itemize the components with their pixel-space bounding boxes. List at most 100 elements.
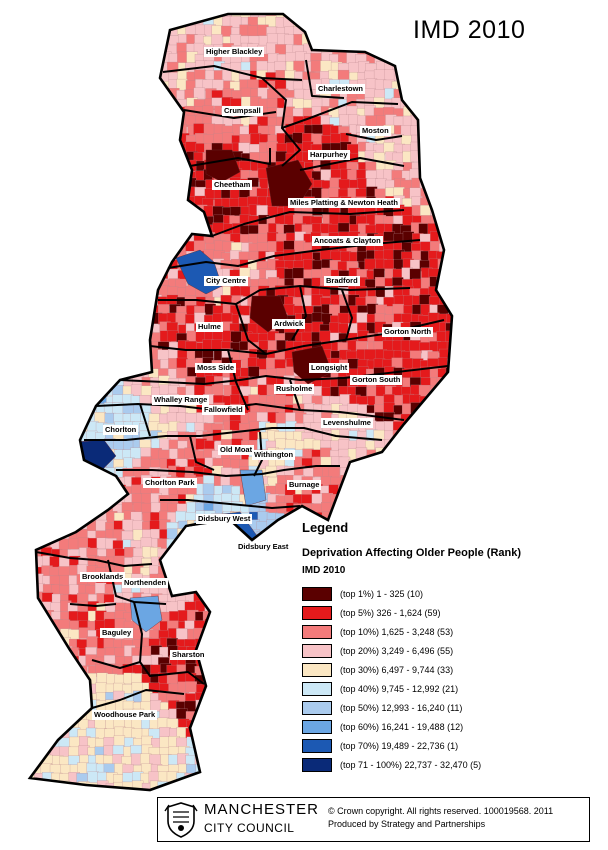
lsoa-area xyxy=(60,187,72,199)
lsoa-area xyxy=(121,123,133,136)
lsoa-area xyxy=(409,475,421,487)
lsoa-area xyxy=(30,233,34,245)
lsoa-area xyxy=(131,98,143,110)
lsoa-area xyxy=(68,153,80,165)
lsoa-area xyxy=(365,484,377,496)
lsoa-area xyxy=(96,322,108,334)
lsoa-area xyxy=(140,125,152,137)
lsoa-area xyxy=(40,440,53,453)
council-name: MANCHESTER xyxy=(204,801,320,818)
lsoa-area xyxy=(69,438,81,450)
lsoa-area xyxy=(113,197,125,210)
lsoa-area xyxy=(168,178,180,190)
lsoa-area xyxy=(41,269,54,282)
lsoa-area xyxy=(151,98,163,110)
lsoa-area xyxy=(104,233,116,245)
lsoa-area xyxy=(50,98,62,110)
lsoa-area xyxy=(95,475,108,487)
lsoa-area xyxy=(149,60,162,72)
lsoa-area xyxy=(123,152,135,165)
lsoa-area xyxy=(284,710,296,722)
lsoa-area xyxy=(448,187,452,200)
lsoa-area xyxy=(392,467,404,479)
lsoa-area xyxy=(455,125,466,136)
lsoa-area xyxy=(130,70,142,82)
ward-label: City Centre xyxy=(204,276,249,286)
lsoa-area xyxy=(114,333,126,345)
lsoa-area xyxy=(239,702,251,714)
lsoa-area xyxy=(95,17,108,29)
lsoa-area xyxy=(391,773,404,786)
lsoa-area xyxy=(50,14,62,20)
lsoa-area xyxy=(285,756,297,768)
lsoa-area xyxy=(94,385,106,397)
lsoa-area xyxy=(30,422,37,434)
lsoa-area xyxy=(229,575,242,587)
lsoa-area xyxy=(448,99,452,111)
legend-item: (top 10%) 1,625 - 3,248 (53) xyxy=(302,622,602,641)
lsoa-area xyxy=(213,674,225,686)
lsoa-area xyxy=(131,152,144,164)
lsoa-area xyxy=(121,115,133,127)
lsoa-area xyxy=(96,485,108,497)
lsoa-area xyxy=(220,754,232,767)
lsoa-area xyxy=(30,593,36,605)
lsoa-area xyxy=(69,72,81,84)
lsoa-area xyxy=(122,358,135,371)
lsoa-area xyxy=(132,116,144,128)
lsoa-area xyxy=(69,367,81,380)
lsoa-area xyxy=(168,783,180,790)
lsoa-area xyxy=(411,98,423,110)
lsoa-area xyxy=(40,80,52,93)
lsoa-area xyxy=(274,574,286,586)
lsoa-area xyxy=(285,620,298,632)
lsoa-area xyxy=(86,80,98,92)
lsoa-area xyxy=(402,483,414,496)
lsoa-area xyxy=(284,528,297,541)
lsoa-area xyxy=(456,171,467,182)
lsoa-area xyxy=(86,503,99,515)
lsoa-area xyxy=(43,476,55,488)
lsoa-area xyxy=(34,215,46,227)
legend-swatch xyxy=(302,738,332,753)
legend-item: (top 1%) 1 - 325 (10) xyxy=(302,584,602,603)
lsoa-area xyxy=(232,620,244,633)
lsoa-area xyxy=(95,14,107,21)
lsoa-area xyxy=(77,303,89,316)
lsoa-area xyxy=(103,107,115,119)
lsoa-area xyxy=(30,377,37,390)
footer: MANCHESTER CITY COUNCIL © Crown copyrigh… xyxy=(157,797,590,842)
lsoa-area xyxy=(103,159,116,171)
lsoa-area xyxy=(283,744,295,756)
lsoa-area xyxy=(150,259,163,271)
lsoa-area xyxy=(77,214,89,226)
lsoa-area xyxy=(60,512,73,525)
lsoa-area xyxy=(30,781,36,790)
lsoa-area xyxy=(70,268,82,280)
lsoa-area xyxy=(95,269,107,281)
lsoa-area xyxy=(31,224,44,237)
lsoa-area xyxy=(30,250,35,263)
lsoa-area xyxy=(393,42,405,54)
lsoa-area xyxy=(267,584,279,596)
lsoa-area xyxy=(455,423,466,434)
lsoa-area xyxy=(212,773,224,785)
lsoa-area xyxy=(105,52,118,64)
lsoa-area xyxy=(41,709,54,721)
lsoa-area xyxy=(437,501,450,514)
lsoa-area xyxy=(267,665,279,677)
lsoa-area xyxy=(60,351,72,363)
lsoa-area xyxy=(256,602,268,614)
lsoa-area xyxy=(87,791,98,802)
lsoa-area xyxy=(385,17,397,29)
lsoa-area xyxy=(185,213,197,225)
lsoa-area xyxy=(51,332,63,344)
lsoa-area xyxy=(79,17,91,29)
lsoa-area xyxy=(168,107,181,119)
lsoa-area xyxy=(241,648,253,660)
lsoa-area xyxy=(284,682,296,694)
lsoa-area xyxy=(249,726,262,738)
lsoa-area xyxy=(150,206,162,218)
lsoa-area xyxy=(96,215,108,227)
lsoa-area xyxy=(185,782,197,790)
